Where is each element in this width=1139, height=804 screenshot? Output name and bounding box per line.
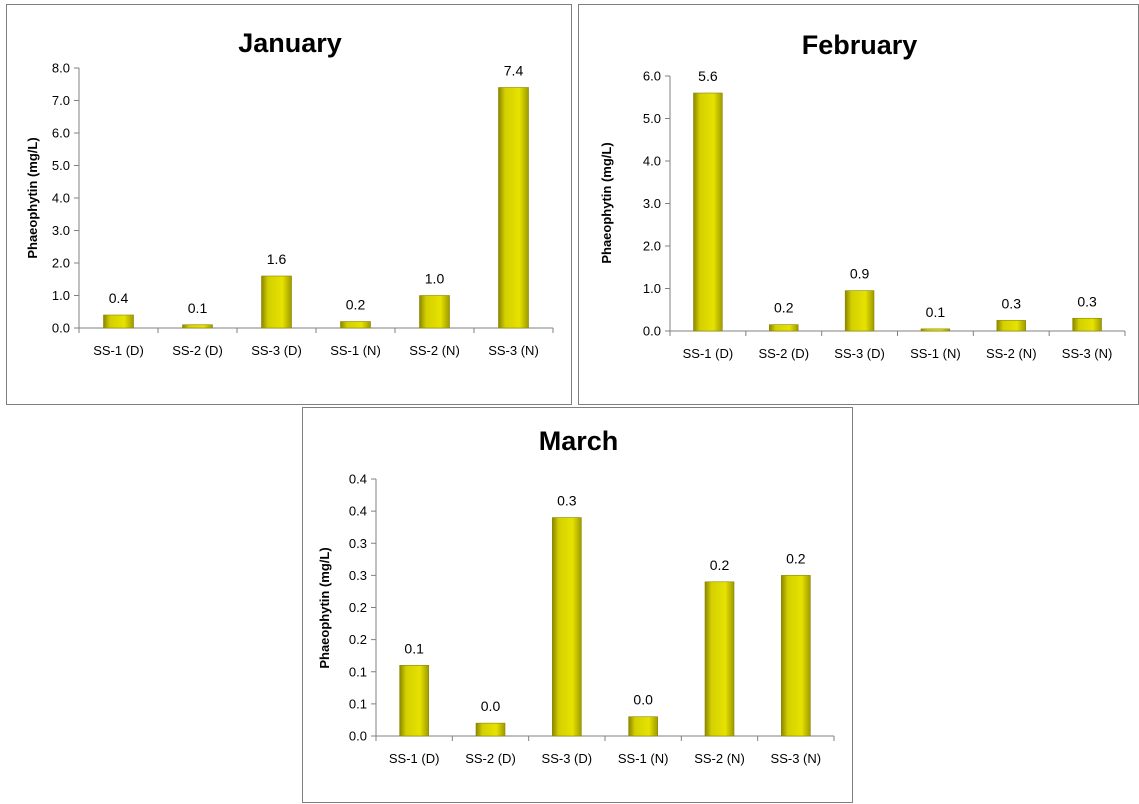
data-label: 0.0 [481, 698, 501, 714]
y-tick-label: 0.0 [52, 321, 70, 336]
x-tick-label: SS-3 (N) [1062, 346, 1113, 361]
bar [261, 275, 292, 329]
data-label: 5.6 [698, 68, 718, 84]
bar [475, 722, 506, 737]
y-axis-label: Phaeophytin (mg/L) [599, 142, 614, 263]
y-tick-label: 6.0 [52, 126, 70, 141]
y-tick-label: 0.4 [349, 472, 367, 487]
data-label: 0.4 [109, 290, 129, 306]
chart-svg: March Phaeophytin (mg/L) 0.0 0.1 0.1 0.2 0.2 0.… [317, 426, 835, 766]
data-label: 0.2 [774, 300, 794, 316]
data-label: 0.2 [710, 557, 730, 573]
data-label: 0.9 [850, 266, 870, 282]
chart-svg: February Phaeophytin (mg/L) 0.0 1.0 2.0 3.0 4.… [599, 30, 1126, 361]
x-tick-label: SS-3 (N) [488, 343, 539, 358]
y-tick-label: 3.0 [643, 196, 661, 211]
y-axis-label: Phaeophytin (mg/L) [25, 137, 40, 258]
data-label: 0.1 [188, 300, 208, 316]
y-tick-label: 2.0 [643, 239, 661, 254]
bar [1072, 317, 1102, 332]
y-tick-label: 8.0 [52, 61, 70, 76]
y-tick-label: 3.0 [52, 223, 70, 238]
bar [996, 320, 1026, 332]
x-tick-label: SS-3 (D) [251, 343, 302, 358]
y-tick-label: 0.2 [349, 600, 367, 615]
x-tick-label: SS-1 (D) [683, 346, 734, 361]
data-label: 0.0 [633, 692, 653, 708]
x-tick-label: SS-2 (N) [409, 343, 460, 358]
x-tick-label: SS-2 (N) [986, 346, 1037, 361]
bar [844, 290, 875, 332]
bar [628, 716, 658, 737]
y-tick-label: 4.0 [52, 191, 70, 206]
bar [920, 328, 951, 332]
y-tick-label: 0.1 [349, 664, 367, 679]
x-tick-label: SS-1 (N) [910, 346, 961, 361]
y-tick-label: 0.0 [349, 729, 367, 744]
chart-january: January Phaeophytin (mg/L) 0.0 1.0 2.0 3.0 4.0… [6, 4, 572, 405]
data-label: 0.1 [926, 304, 946, 320]
y-tick-label: 0.3 [349, 536, 367, 551]
y-tick-label: 5.0 [52, 158, 70, 173]
chart-title: March [539, 426, 619, 456]
x-tick-label: SS-3 (N) [771, 751, 822, 766]
bar [399, 665, 429, 737]
y-tick-label: 0.1 [349, 696, 367, 711]
x-tick-label: SS-1 (D) [389, 751, 440, 766]
y-tick-label: 6.0 [643, 69, 661, 84]
x-tick-label: SS-2 (N) [694, 751, 745, 766]
x-tick-label: SS-1 (N) [618, 751, 669, 766]
y-tick-label: 1.0 [52, 288, 70, 303]
bar [781, 575, 811, 737]
y-tick-label: 7.0 [52, 93, 70, 108]
data-label: 7.4 [504, 63, 524, 79]
data-label: 0.3 [557, 493, 577, 509]
x-tick-label: SS-2 (D) [465, 751, 516, 766]
y-tick-label: 1.0 [643, 281, 661, 296]
bar [498, 87, 529, 329]
data-label: 1.0 [425, 271, 445, 287]
data-label: 1.6 [267, 251, 287, 267]
chart-february: February Phaeophytin (mg/L) 0.0 1.0 2.0 3.0 4.… [578, 4, 1139, 405]
data-label: 0.3 [1002, 295, 1022, 311]
x-tick-label: SS-3 (D) [834, 346, 885, 361]
data-label: 0.2 [786, 550, 806, 566]
x-tick-label: SS-3 (D) [542, 751, 593, 766]
y-tick-label: 0.3 [349, 568, 367, 583]
bar [340, 321, 371, 329]
chart-title: February [802, 30, 918, 60]
bar [182, 324, 213, 329]
x-tick-label: SS-1 (N) [330, 343, 381, 358]
chart-title: January [238, 28, 342, 58]
y-tick-label: 0.4 [349, 504, 367, 519]
data-label: 0.3 [1077, 293, 1097, 309]
y-axis-label: Phaeophytin (mg/L) [317, 547, 332, 668]
y-tick-label: 4.0 [643, 154, 661, 169]
x-tick-label: SS-2 (D) [758, 346, 809, 361]
y-tick-label: 0.0 [643, 324, 661, 339]
chart-svg: January Phaeophytin (mg/L) 0.0 1.0 2.0 3.0 4.0… [25, 28, 554, 358]
y-tick-label: 0.2 [349, 632, 367, 647]
bar [769, 324, 799, 332]
bar [704, 581, 735, 737]
y-tick-label: 5.0 [643, 111, 661, 126]
bar [552, 517, 582, 737]
data-label: 0.1 [404, 640, 424, 656]
x-tick-label: SS-2 (D) [172, 343, 223, 358]
bar [103, 314, 134, 329]
y-tick-label: 2.0 [52, 256, 70, 271]
x-tick-label: SS-1 (D) [93, 343, 144, 358]
data-label: 0.2 [346, 297, 366, 313]
chart-march: March Phaeophytin (mg/L) 0.0 0.1 0.1 0.2 0.2 0.… [302, 407, 853, 803]
bar [693, 92, 723, 332]
bar [419, 295, 450, 329]
